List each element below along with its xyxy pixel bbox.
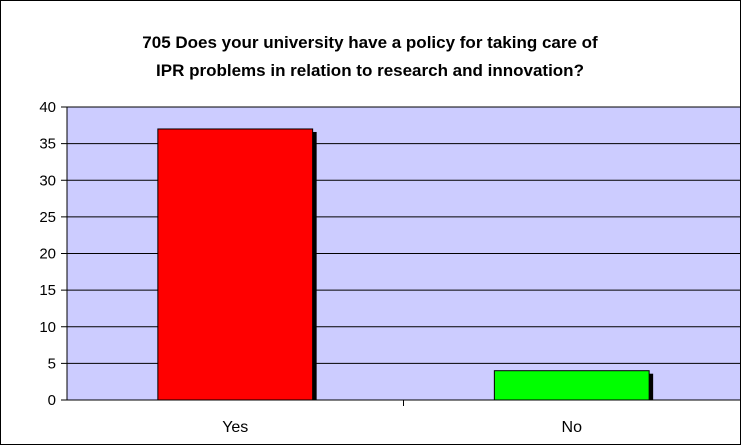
bar-no: [493, 370, 650, 401]
y-tick-label: 10: [39, 319, 56, 336]
y-tick-label: 35: [39, 136, 56, 153]
y-tick-label: 40: [39, 99, 56, 116]
y-tick-label: 25: [39, 209, 56, 226]
bars: [157, 128, 654, 401]
y-tick-label: 5: [48, 355, 56, 372]
x-category-label: No: [562, 419, 583, 436]
y-tick-label: 30: [39, 172, 56, 189]
axes: [61, 106, 740, 406]
y-tick-label: 0: [48, 392, 56, 409]
y-tick-labels: 0 5 10 15 20 25 30 35 40: [39, 99, 56, 409]
chart-title-line-2: IPR problems in relation to research and…: [156, 61, 584, 80]
bar-yes: [157, 128, 314, 401]
y-tick-label: 15: [39, 282, 56, 299]
chart-title-line-1: 705 Does your university have a policy f…: [142, 33, 598, 52]
y-tick-label: 20: [39, 246, 56, 263]
x-tick-labels: Yes No: [222, 419, 582, 436]
x-category-label: Yes: [222, 419, 248, 436]
